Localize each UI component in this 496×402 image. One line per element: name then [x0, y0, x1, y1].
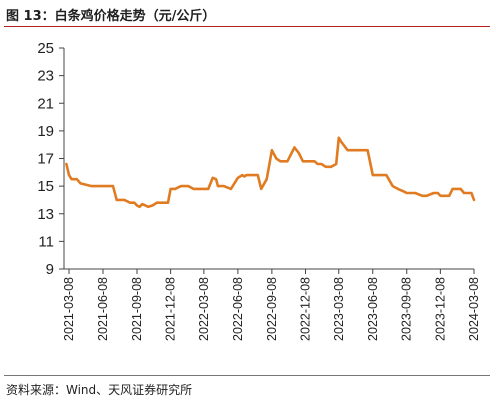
x-tick-label: 2021-09-08: [130, 277, 144, 341]
title-divider: [4, 26, 490, 27]
x-tick-label: 2023-06-08: [366, 277, 380, 341]
y-tick-label: 17: [37, 151, 54, 168]
x-tick-label: 2024-03-08: [467, 277, 481, 341]
y-tick-label: 9: [46, 261, 54, 278]
x-tick-label: 2023-03-08: [332, 277, 346, 341]
x-tick-label: 2022-09-08: [265, 277, 279, 341]
figure-title: 图 13：白条鸡价格走势（元/公斤）: [6, 9, 216, 24]
x-tick-label: 2023-12-08: [433, 277, 447, 341]
y-tick-label: 21: [37, 95, 54, 112]
x-axis: 2021-03-08 2021-06-08 2021-09-08 2021-12-08…: [62, 268, 481, 341]
source-note: 资料来源：Wind、天风证券研究所: [6, 383, 193, 397]
x-tick-label: 2021-12-08: [164, 277, 178, 341]
price-series-line: [65, 136, 476, 209]
y-tick-label: 11: [38, 233, 54, 250]
series-layer: [65, 136, 476, 209]
x-tick-label: 2022-03-08: [197, 277, 211, 341]
y-tick-label: 19: [37, 123, 54, 140]
y-tick-label: 23: [37, 68, 54, 85]
y-tick-label: 13: [37, 206, 54, 223]
footer-divider: [4, 375, 490, 376]
x-tick-label: 2022-06-08: [231, 277, 245, 341]
y-axis: 9 11 13 15 17 19 21 23 25: [37, 40, 65, 278]
y-tick-label: 15: [37, 178, 54, 195]
x-tick-label: 2023-09-08: [400, 277, 414, 341]
y-tick-label: 25: [37, 40, 54, 57]
x-tick-label: 2021-06-08: [96, 277, 110, 341]
x-tick-label: 2022-12-08: [298, 277, 312, 341]
x-tick-label: 2021-03-08: [62, 277, 76, 341]
